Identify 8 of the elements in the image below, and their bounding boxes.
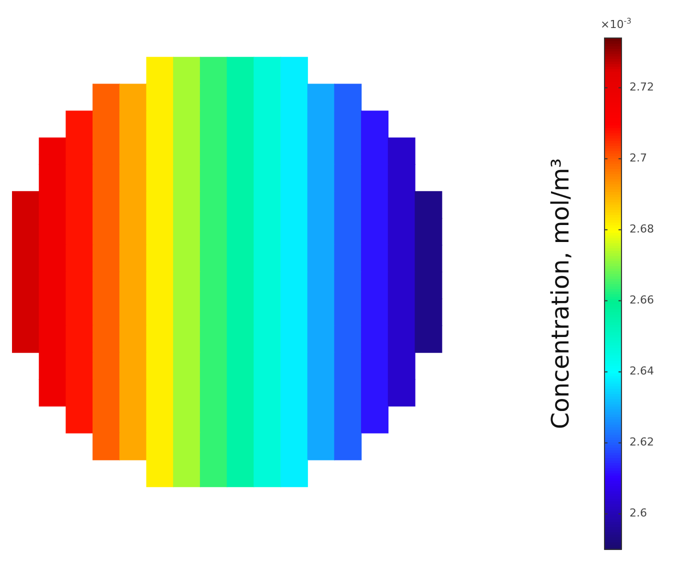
color-bar-label: 2.6 (630, 506, 648, 520)
color-bar-label: 2.7 (630, 152, 648, 165)
color-bar-label: 2.62 (630, 436, 654, 449)
color-bar-label: 2.68 (630, 222, 654, 236)
color-bar-label: 2.64 (630, 364, 654, 378)
color-bar-title: Concentration, mol/m³ (546, 158, 575, 430)
color-bar-label: 2.72 (630, 80, 654, 94)
color-bar-label: 2.66 (630, 294, 654, 307)
